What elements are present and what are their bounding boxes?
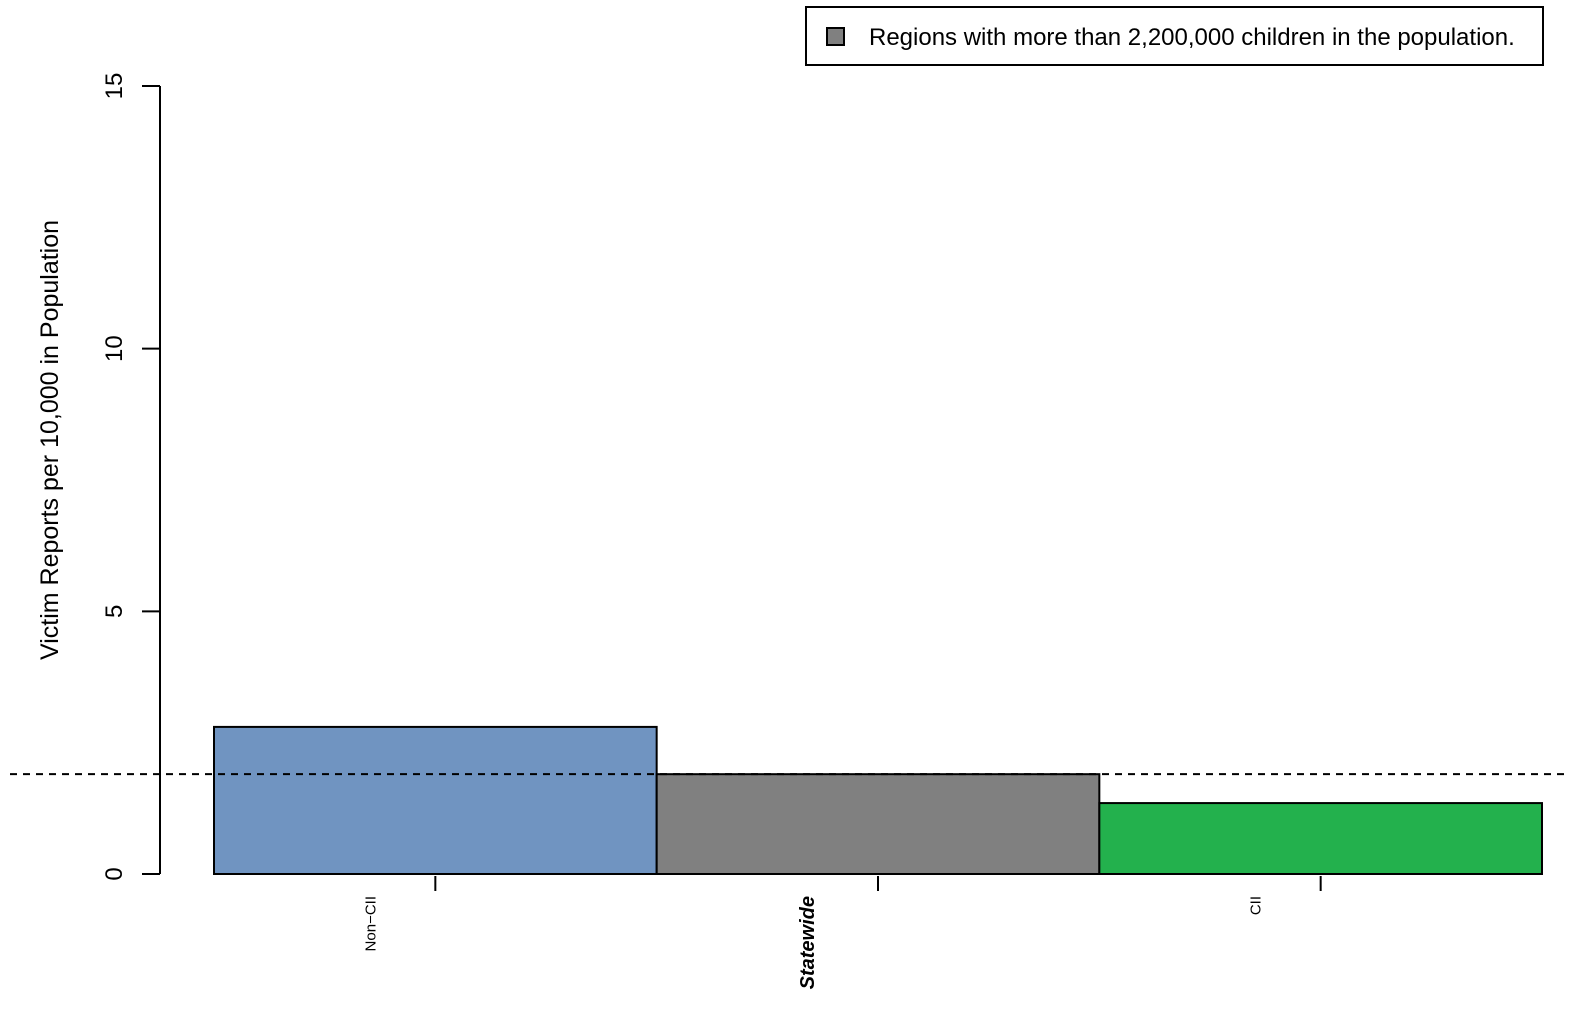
x-category-label: Statewide	[797, 896, 819, 989]
y-axis: 0 5 10 15	[101, 73, 161, 881]
y-tick-label: 10	[101, 335, 128, 362]
bars	[213, 725, 1544, 876]
y-tick-label: 5	[101, 605, 128, 618]
y-tick-label: 0	[101, 867, 128, 880]
x-category-label: Non−CII	[362, 896, 379, 951]
y-axis-label: Victim Reports per 10,000 in Population	[36, 220, 64, 660]
bar	[1098, 802, 1544, 876]
legend-label: Regions with more than 2,200,000 childre…	[869, 24, 1515, 51]
bar	[213, 725, 658, 876]
x-axis: Non−CII Statewide CII	[362, 876, 1322, 989]
y-tick-label: 15	[101, 73, 128, 100]
legend-swatch	[826, 27, 845, 46]
bar	[655, 773, 1101, 875]
x-category-label: CII	[1248, 896, 1265, 915]
legend: Regions with more than 2,200,000 childre…	[805, 6, 1544, 66]
legend-box	[805, 6, 1544, 66]
